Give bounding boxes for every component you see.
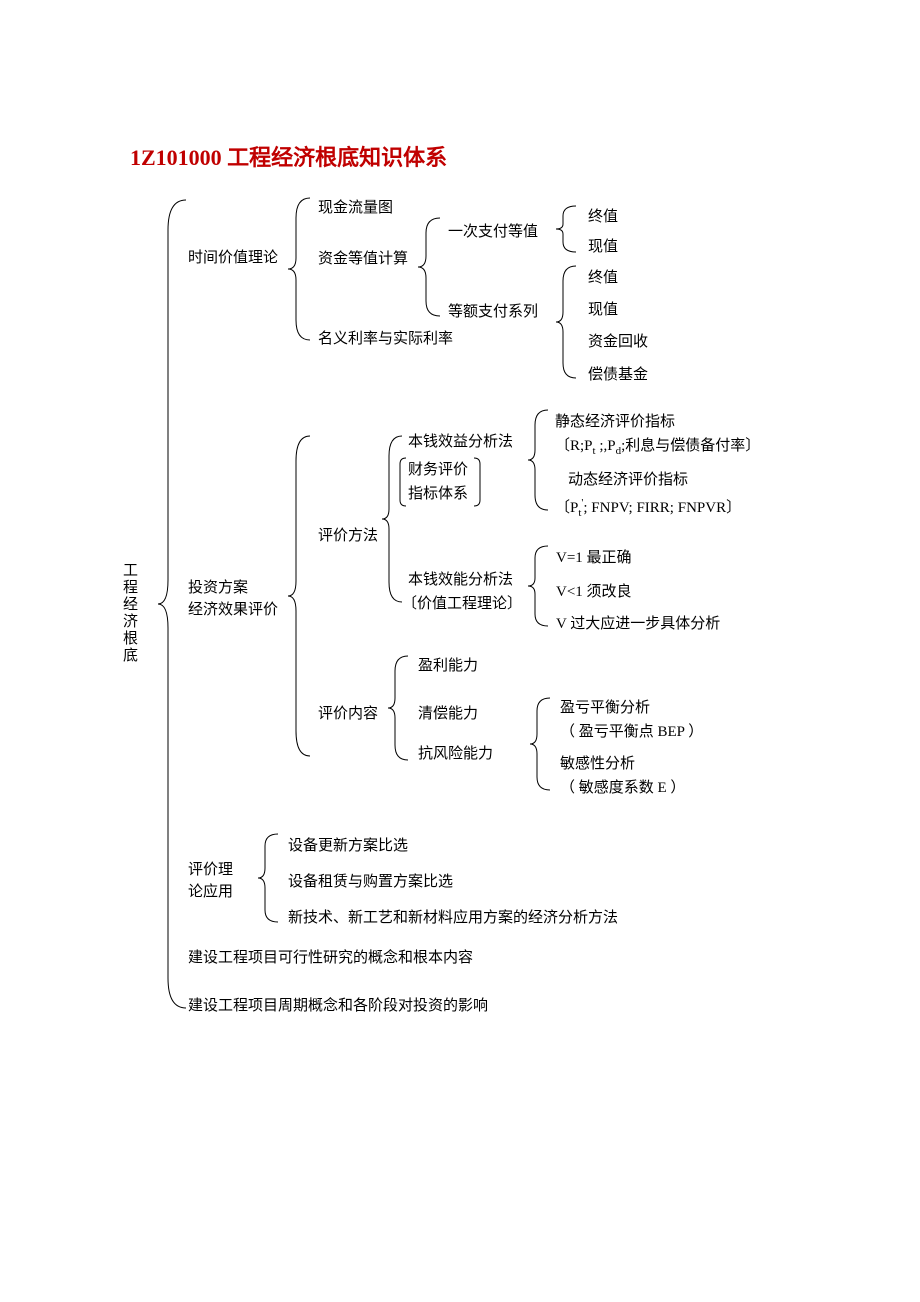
l1-investment-2: 经济效果评价 [188,600,278,621]
tv-equal-payment: 等额支付系列 [448,302,538,323]
equal-payment-brace [556,266,578,378]
fin-eval-right-bracket [472,458,482,506]
l1-investment-1: 投资方案 [188,578,248,599]
de2-pre: 〔P [555,500,578,516]
cost-efficiency-brace [528,546,550,626]
l1-time-value: 时间价值理论 [188,248,278,269]
risk-even: 盈亏平衡分析 [560,698,650,719]
eval-content-brace [388,656,410,760]
se2-mid: ;,P [596,438,616,454]
equal-pv: 现值 [588,300,618,321]
tv-equivalence: 资金等值计算 [318,249,408,270]
l1-application-2: 论应用 [188,882,233,903]
v-item-2: V 过大应进一步具体分析 [556,614,720,635]
time-value-brace [288,198,312,340]
l1-feasibility: 建设工程项目可行性研究的概念和根本内容 [188,948,473,969]
tv-nominal-real: 名义利率与实际利率 [318,329,453,350]
equal-recovery: 资金回收 [588,332,648,353]
v-item-0: V=1 最正确 [556,548,632,569]
static-eval-1: 静态经济评价指标 [555,412,675,433]
se2-pre: 〔R;P [555,438,593,454]
cost-benefit-brace [528,410,550,510]
fin-eval-1: 财务评价 [408,460,468,481]
inv-eval-method: 评价方法 [318,526,378,547]
content-repay: 清偿能力 [418,704,478,725]
single-pv: 现值 [588,237,618,258]
equal-sinking: 偿债基金 [588,365,648,386]
fin-eval-left-bracket [398,458,408,506]
l1-lifecycle: 建设工程项目周期概念和各阶段对投资的影响 [188,996,488,1017]
risk-e: （ 敏感度系数 E ） [560,778,685,799]
root-brace [158,200,188,1008]
inv-eval-content: 评价内容 [318,704,378,725]
equal-fv: 终值 [588,268,618,289]
cost-efficiency-1: 本钱效能分析法 [408,570,513,591]
content-profit: 盈利能力 [418,656,478,677]
page-title: 1Z101000 工程经济根底知识体系 [130,140,447,172]
tv-cashflow: 现金流量图 [318,198,393,219]
root-node: 工程经济根底 [118,562,139,664]
equivalence-brace [418,218,442,316]
de2-post: ; FNPV; FIRR; FNPVR〕 [583,500,741,516]
static-eval-2: 〔R;Pt ;,Pd;利息与偿债备付率〕 [555,436,760,459]
v-item-1: V<1 须改良 [556,582,632,603]
single-payment-brace [556,206,578,252]
risk-bep: （ 盈亏平衡点 BEP ） [560,722,703,743]
dynamic-eval-1: 动态经济评价指标 [568,470,688,491]
cost-benefit: 本钱效益分析法 [408,432,513,453]
content-risk: 抗风险能力 [418,744,493,765]
l1-application-1: 评价理 [188,860,233,881]
cost-efficiency-2: 〔价值工程理论〕 [402,594,522,615]
app-new-tech: 新技术、新工艺和新材料应用方案的经济分析方法 [288,908,618,929]
single-fv: 终值 [588,207,618,228]
app-lease-purchase: 设备租赁与购置方案比选 [288,872,453,893]
risk-brace [530,698,552,790]
application-brace [258,834,280,922]
tv-single-payment: 一次支付等值 [448,222,538,243]
se2-post: ;利息与偿债备付率〕 [621,438,760,454]
app-equipment-renewal: 设备更新方案比选 [288,836,408,857]
dynamic-eval-2: 〔Pt'; FNPV; FIRR; FNPVR〕 [555,496,741,521]
investment-brace [288,436,312,756]
fin-eval-2: 指标体系 [408,484,468,505]
risk-sens: 敏感性分析 [560,754,635,775]
